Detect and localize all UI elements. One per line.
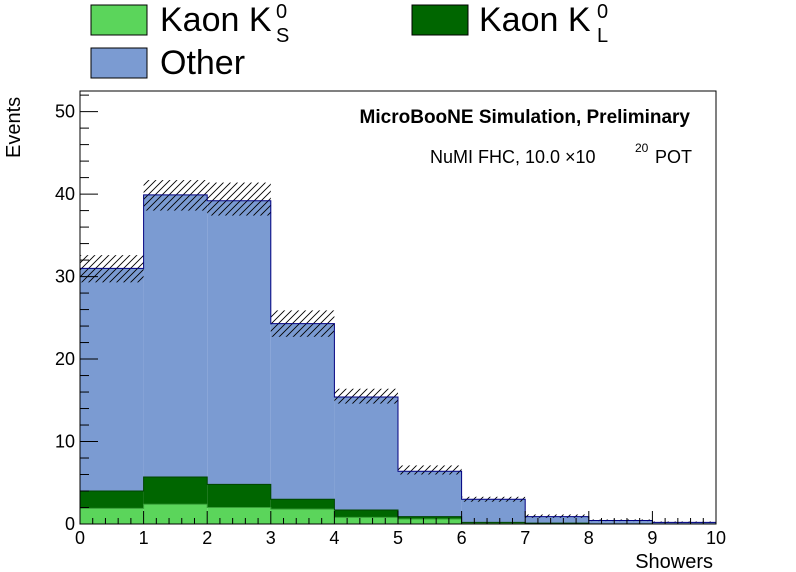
x-tick-label: 10: [706, 528, 726, 548]
pot-prefix: NuMI FHC, 10.0: [430, 147, 560, 167]
x-tick-label: 7: [520, 528, 530, 548]
pot-annotation: NuMI FHC, 10.0 ×10 20 POT: [430, 141, 692, 167]
uncertainty-band-bin-5: [398, 465, 462, 475]
x-tick-label: 0: [75, 528, 85, 548]
legend: Kaon K 0 S Kaon K 0 L Other: [90, 1, 608, 82]
legend-swatch-kaon-ks: [90, 4, 148, 36]
bar-kaon-ks-bin-2: [207, 507, 271, 524]
legend-swatch-other: [90, 47, 148, 79]
bar-other-bin-2: [207, 200, 271, 485]
bar-other-bin-5: [398, 471, 462, 517]
legend-sub-kaon-ks: S: [276, 25, 289, 47]
bar-kaon-kl-bin-0: [80, 491, 144, 509]
x-tick-label: 5: [393, 528, 403, 548]
bar-other-bin-9: [652, 522, 716, 524]
x-tick-label: 6: [457, 528, 467, 548]
pot-times: ×10: [565, 147, 596, 167]
bar-other-bin-1: [143, 194, 208, 477]
y-tick-label: 40: [55, 184, 75, 204]
legend-swatch-kaon-kl: [411, 4, 469, 36]
y-tick-label: 10: [55, 432, 75, 452]
uncertainty-band-bin-4: [334, 388, 398, 404]
bar-kaon-ks-bin-4: [334, 517, 398, 524]
y-tick-label: 50: [55, 102, 75, 122]
bar-kaon-kl-bin-1: [143, 476, 208, 505]
x-tick-label: 4: [329, 528, 339, 548]
x-axis: 0 1 2 3 4 5 6 7 8 9 10: [75, 511, 726, 548]
x-tick-label: 9: [647, 528, 657, 548]
legend-label-kaon-kl: Kaon K: [479, 1, 591, 39]
bars-layer: [80, 194, 716, 524]
chart-title: MicroBooNE Simulation, Preliminary: [360, 107, 691, 128]
pot-exponent: 20: [635, 141, 649, 155]
bar-kaon-kl-bin-2: [207, 484, 271, 508]
y-axis: 0 10 20 30 40 50: [55, 94, 98, 534]
bar-kaon-ks-bin-3: [270, 509, 335, 524]
y-axis-title: Events: [3, 97, 25, 158]
bar-other-bin-7: [525, 516, 589, 524]
legend-label-kaon-ks: Kaon K: [160, 1, 272, 39]
x-axis-title: Showers: [635, 551, 713, 572]
pot-unit: POT: [655, 147, 692, 167]
uncertainty-band-bin-2: [207, 182, 271, 216]
legend-label-other: Other: [160, 44, 245, 82]
bar-kaon-kl-bin-4: [334, 509, 398, 518]
bar-other-bin-0: [80, 268, 144, 492]
legend-sub-kaon-kl: L: [597, 25, 608, 47]
bar-other-bin-4: [334, 396, 398, 510]
x-tick-label: 3: [266, 528, 276, 548]
bar-kaon-kl-bin-5: [398, 516, 462, 520]
y-tick-label: 20: [55, 349, 75, 369]
bar-kaon-kl-bin-3: [270, 499, 335, 510]
bar-other-bin-3: [270, 323, 335, 500]
bar-kaon-ks-bin-1: [143, 504, 208, 524]
bar-kaon-ks-bin-0: [80, 508, 144, 524]
bar-kaon-ks-bin-5: [398, 519, 462, 524]
legend-sup-kaon-kl: 0: [597, 1, 608, 23]
y-tick-label: 0: [65, 514, 75, 534]
legend-sup-kaon-ks: 0: [276, 1, 287, 23]
bar-other-bin-6: [461, 499, 526, 523]
x-tick-label: 2: [202, 528, 212, 548]
y-tick-label: 30: [55, 267, 75, 287]
x-tick-label: 8: [584, 528, 594, 548]
bar-other-bin-8: [588, 520, 653, 524]
x-tick-label: 1: [139, 528, 149, 548]
